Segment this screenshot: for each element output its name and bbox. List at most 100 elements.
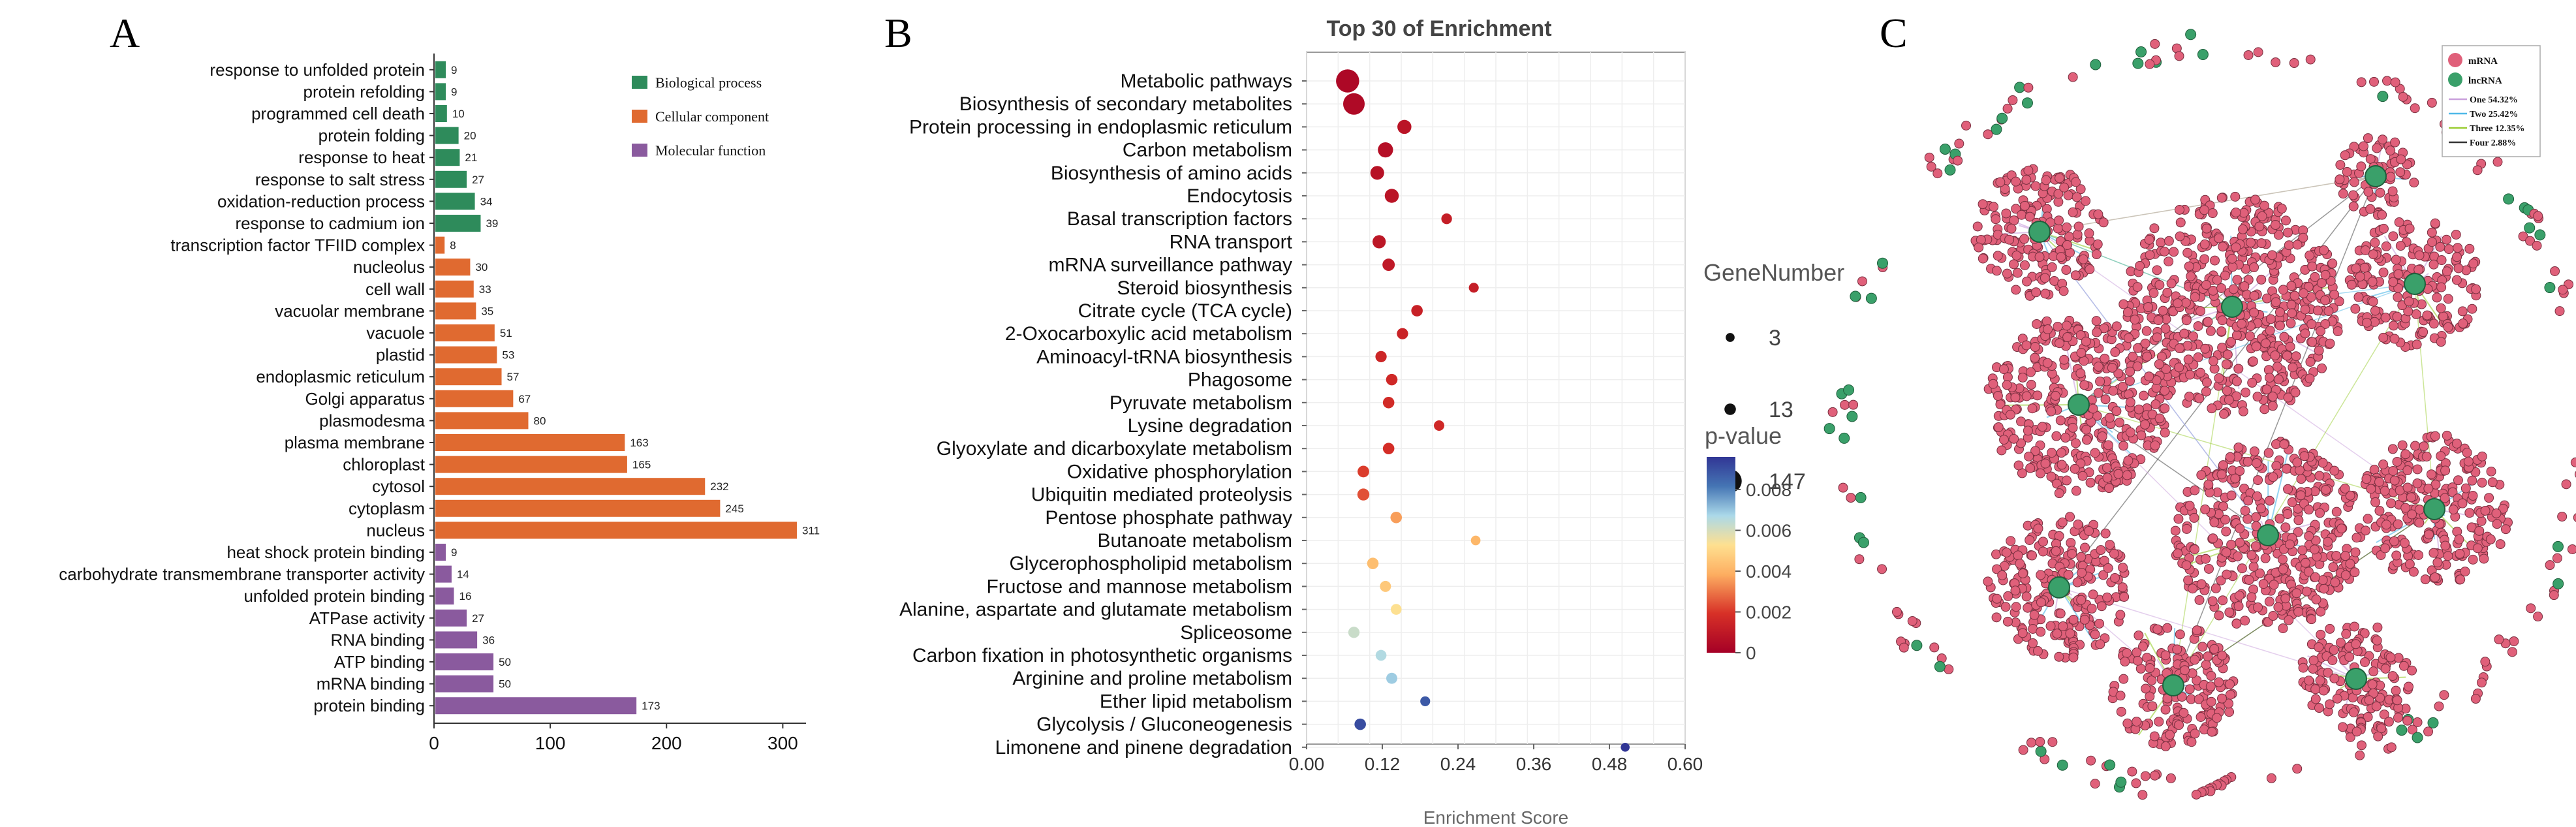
lncrna-node [2377, 91, 2389, 102]
mrna-node [2235, 537, 2245, 548]
mrna-node [2128, 351, 2138, 362]
mrna-node [2368, 666, 2379, 677]
x-tick-label: 0.48 [1592, 754, 1628, 774]
mrna-node [2440, 540, 2451, 551]
mrna-node [2137, 790, 2148, 800]
mrna-node [2316, 629, 2326, 640]
mrna-node [2119, 591, 2130, 602]
enrichment-point [1397, 328, 1408, 339]
pathway-label: Basal transcription factors [1067, 208, 1292, 230]
lncrna-node [2427, 717, 2439, 728]
lncrna-node [2197, 48, 2209, 60]
mrna-node [2451, 229, 2461, 240]
bar-value-label: 30 [475, 261, 488, 273]
mrna-node [2411, 309, 2421, 319]
mrna-node [2205, 326, 2216, 336]
lncrna-node [2365, 165, 2387, 187]
mrna-node [2125, 427, 2135, 437]
mrna-node [2388, 320, 2398, 331]
pathway-label: Lysine degradation [1128, 415, 1292, 437]
size-legend-dot [1724, 403, 1736, 415]
mrna-node [2071, 177, 2081, 187]
mrna-node [2350, 621, 2360, 632]
mrna-node [2186, 737, 2197, 747]
mrna-node [2144, 234, 2154, 245]
mrna-node [2199, 205, 2210, 215]
mrna-node [2426, 469, 2436, 480]
mrna-node [2381, 241, 2391, 251]
mrna-node [2340, 484, 2350, 494]
bar-value-label: 165 [632, 459, 651, 471]
mrna-node [2255, 568, 2265, 578]
mrna-node [2246, 550, 2257, 560]
mrna-node [2102, 592, 2113, 602]
mrna-node [2160, 386, 2170, 396]
mrna-node [2316, 606, 2326, 617]
mrna-node [2315, 508, 2325, 518]
mrna-node [2335, 174, 2345, 185]
mrna-node [2311, 594, 2321, 604]
mrna-node [2280, 593, 2291, 604]
mrna-node [2188, 584, 2198, 594]
mrna-node [2031, 287, 2041, 298]
mrna-node [2454, 534, 2464, 544]
mrna-node [2507, 647, 2517, 657]
mrna-node [1993, 422, 2004, 433]
lncrna-node [1823, 423, 1835, 435]
go-bar [435, 324, 495, 341]
mrna-node [2561, 479, 2571, 490]
enrichment-point [1621, 742, 1630, 752]
mrna-node [2055, 173, 2065, 183]
lncrna-node [2396, 725, 2408, 736]
mrna-node [2325, 699, 2335, 710]
mrna-node [2370, 238, 2380, 248]
mrna-node [2284, 240, 2294, 251]
mrna-node [2214, 677, 2224, 687]
mrna-node [2214, 610, 2224, 621]
mrna-node [2439, 690, 2449, 700]
mrna-node [2124, 333, 2134, 343]
mrna-node [2235, 523, 2245, 534]
lncrna-node [2553, 578, 2564, 589]
mrna-node [2141, 326, 2152, 336]
mrna-node [2552, 553, 2562, 563]
mrna-node [2231, 242, 2241, 253]
mrna-node [2404, 681, 2414, 692]
mrna-node [2075, 184, 2086, 195]
enrichment-xlabel: Enrichment Score [1423, 807, 1569, 827]
mrna-node [2404, 223, 2415, 234]
mrna-node [2219, 409, 2229, 419]
mrna-node [2035, 468, 2045, 478]
pathway-label: Aminoacyl-tRNA biosynthesis [1036, 346, 1292, 367]
mrna-node [2038, 546, 2048, 557]
mrna-node [2203, 563, 2214, 574]
mrna-node [2134, 404, 2144, 414]
mrna-node [2371, 701, 2382, 711]
lncrna-node [2185, 29, 2197, 40]
bar-value-label: 16 [459, 590, 472, 602]
mrna-node [2200, 504, 2211, 514]
mrna-node [2474, 525, 2485, 536]
mrna-node [2108, 386, 2118, 396]
mrna-node [2079, 356, 2089, 366]
mrna-node [2267, 250, 2277, 260]
pathway-label: Alanine, aspartate and glutamate metabol… [899, 599, 1292, 621]
mrna-node [2173, 298, 2183, 309]
mrna-node [2244, 331, 2255, 341]
mrna-node [2278, 554, 2288, 565]
mrna-node [2006, 223, 2017, 234]
mrna-node [2315, 676, 2325, 686]
bar-value-label: 80 [534, 414, 546, 427]
mrna-node [2233, 601, 2244, 612]
mrna-node [1972, 221, 1983, 232]
mrna-node [2046, 406, 2056, 416]
mrna-node [1854, 554, 1865, 565]
legend-swatch [632, 110, 647, 123]
pathway-label: Oxidative phosphorylation [1067, 461, 1292, 482]
mrna-node [2392, 311, 2402, 322]
mrna-node [1993, 251, 2003, 261]
mrna-node [2484, 493, 2494, 503]
mrna-node [2122, 470, 2132, 480]
mrna-node [2244, 575, 2254, 585]
